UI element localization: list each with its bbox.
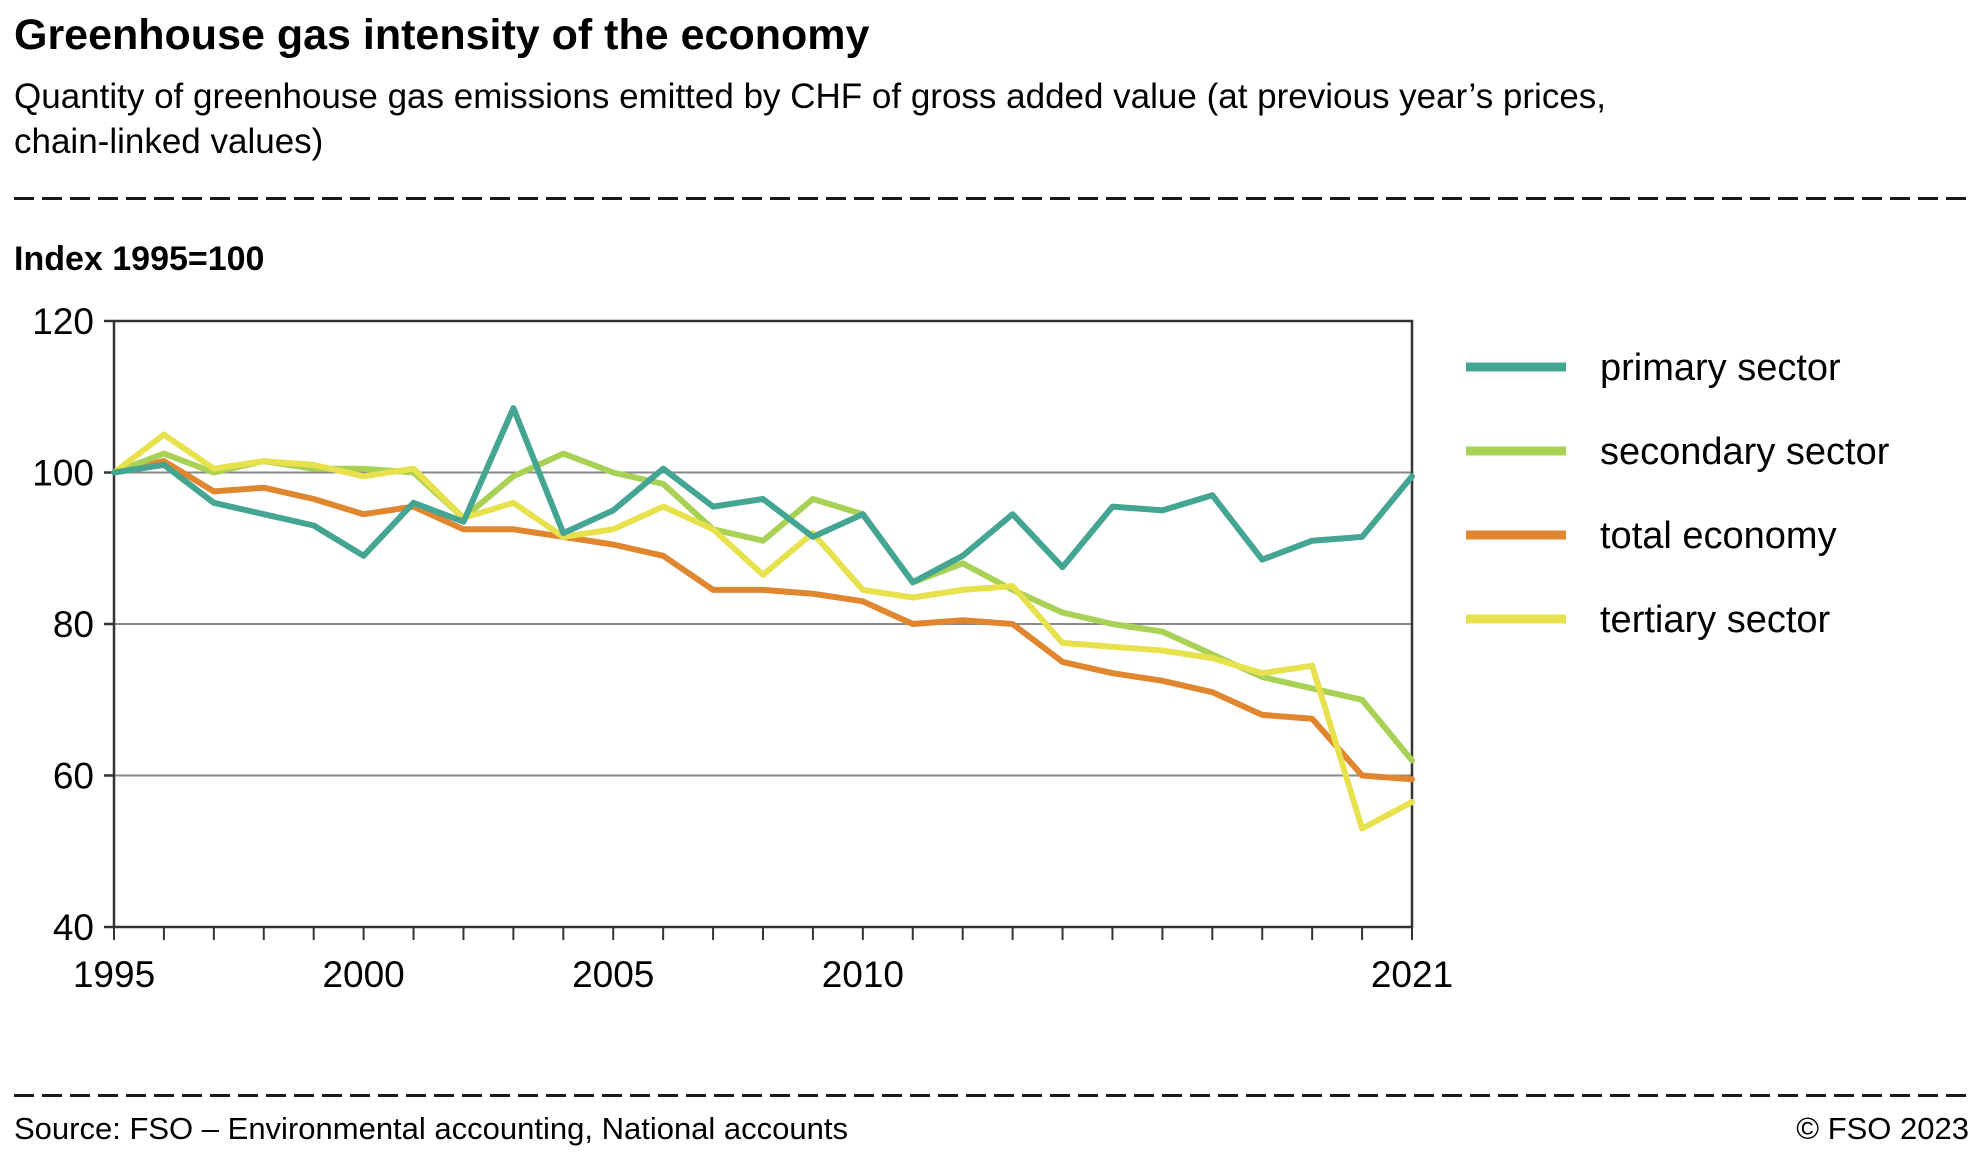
line-chart: 40 60 80 100 120 1995 2000 2005 2010 2021 primary …	[32, 301, 1890, 995]
legend-label-total-economy: total economy	[1600, 515, 1837, 557]
x-tick-label-2000: 2000	[322, 954, 404, 995]
x-tick-label-2010: 2010	[822, 954, 904, 995]
legend-label-secondary-sector: secondary sector	[1600, 431, 1890, 473]
legend-label-primary-sector: primary sector	[1600, 347, 1841, 389]
top-divider	[14, 196, 1969, 200]
chart-subtitle: Quantity of greenhouse gas emissions emi…	[14, 76, 1607, 162]
page: Greenhouse gas intensity of the economy …	[14, 11, 1969, 995]
footer: Source: FSO – Environmental accounting, …	[14, 1111, 1969, 1147]
legend-label-tertiary-sector: tertiary sector	[1600, 599, 1831, 641]
series-line-primary-sector	[111, 404, 1415, 585]
bottom-divider	[14, 1094, 1969, 1097]
source-note: Source: FSO – Environmental accounting, …	[14, 1111, 849, 1146]
y-axis-unit-label: Index 1995=100	[14, 239, 265, 278]
series-line-total-economy	[111, 457, 1415, 782]
y-tick-label-80: 80	[53, 604, 94, 645]
x-tick-label-1995: 1995	[73, 954, 155, 995]
y-tick-label-40: 40	[53, 907, 94, 948]
x-tick-label-2021: 2021	[1371, 954, 1453, 995]
copyright-note: © FSO 2023	[1796, 1111, 1969, 1146]
y-tick-label-100: 100	[32, 452, 94, 493]
y-tick-label-120: 120	[32, 301, 94, 342]
y-tick-label-60: 60	[53, 755, 94, 796]
x-tick-label-2005: 2005	[572, 954, 654, 995]
series-line-tertiary-sector	[111, 431, 1415, 832]
page-title: Greenhouse gas intensity of the economy	[14, 11, 870, 59]
